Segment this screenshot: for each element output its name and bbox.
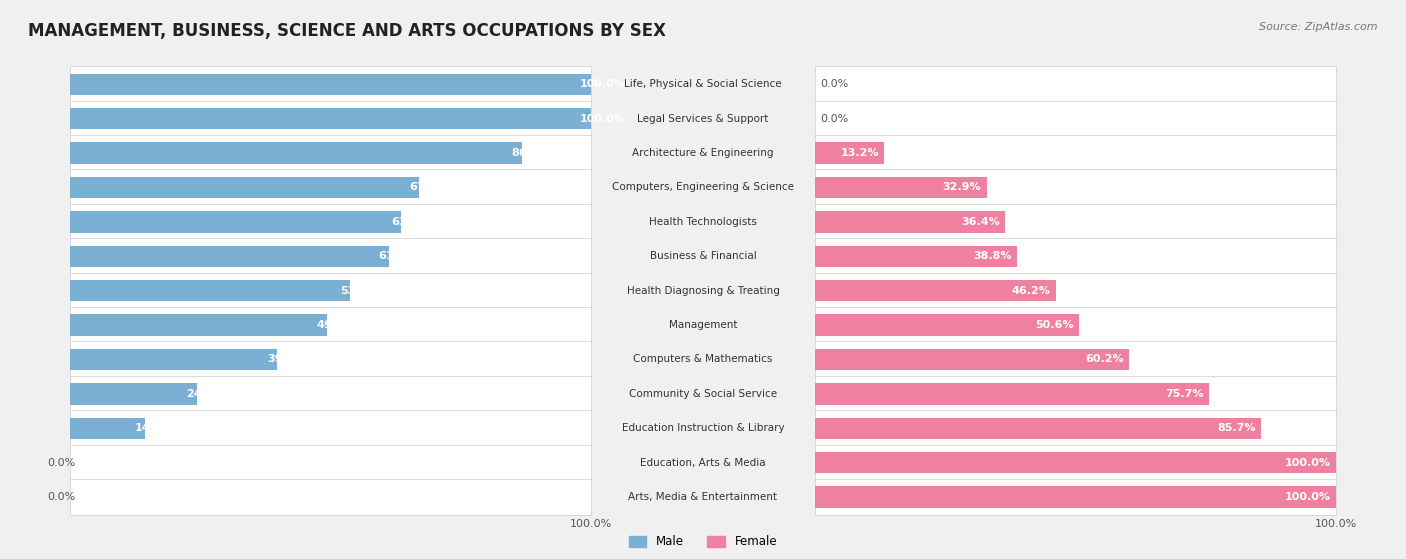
Text: Computers & Mathematics: Computers & Mathematics: [633, 354, 773, 364]
Legend: Male, Female: Male, Female: [624, 530, 782, 553]
Text: 85.7%: 85.7%: [1218, 423, 1256, 433]
Bar: [815, 486, 1336, 508]
Text: 32.9%: 32.9%: [943, 182, 981, 192]
Text: 14.3%: 14.3%: [135, 423, 173, 433]
Text: Architecture & Engineering: Architecture & Engineering: [633, 148, 773, 158]
Text: 0.0%: 0.0%: [821, 113, 849, 124]
Bar: [70, 444, 591, 481]
Bar: [70, 135, 591, 171]
Bar: [815, 280, 1056, 301]
Bar: [815, 135, 1336, 171]
Bar: [70, 410, 591, 447]
Text: 67.1%: 67.1%: [409, 182, 447, 192]
Bar: [815, 410, 1336, 447]
Text: 24.3%: 24.3%: [187, 389, 225, 399]
Bar: [70, 314, 328, 336]
Text: 100.0%: 100.0%: [581, 79, 626, 89]
Text: Education Instruction & Library: Education Instruction & Library: [621, 423, 785, 433]
Text: Health Diagnosing & Treating: Health Diagnosing & Treating: [627, 286, 779, 296]
Text: 36.4%: 36.4%: [960, 217, 1000, 227]
Bar: [815, 452, 1336, 473]
Text: Education, Arts & Media: Education, Arts & Media: [640, 458, 766, 468]
Bar: [70, 307, 591, 343]
Bar: [815, 444, 1336, 481]
Bar: [70, 245, 388, 267]
Text: 49.4%: 49.4%: [316, 320, 356, 330]
Bar: [70, 479, 591, 515]
Bar: [70, 238, 591, 274]
Text: 39.8%: 39.8%: [267, 354, 305, 364]
Bar: [815, 238, 1336, 274]
Bar: [70, 177, 419, 198]
Text: 13.2%: 13.2%: [841, 148, 879, 158]
Bar: [815, 383, 1209, 405]
Bar: [70, 211, 401, 233]
Text: 75.7%: 75.7%: [1166, 389, 1204, 399]
Bar: [70, 418, 145, 439]
Bar: [815, 418, 1261, 439]
Bar: [70, 383, 197, 405]
Text: MANAGEMENT, BUSINESS, SCIENCE AND ARTS OCCUPATIONS BY SEX: MANAGEMENT, BUSINESS, SCIENCE AND ARTS O…: [28, 22, 666, 40]
Text: 100.0%: 100.0%: [581, 113, 626, 124]
Bar: [70, 74, 591, 95]
Text: Computers, Engineering & Science: Computers, Engineering & Science: [612, 182, 794, 192]
Bar: [70, 280, 350, 301]
Text: 0.0%: 0.0%: [48, 458, 76, 468]
Bar: [70, 203, 591, 240]
Bar: [815, 307, 1336, 343]
Bar: [70, 143, 522, 164]
Text: 61.2%: 61.2%: [378, 252, 418, 261]
Bar: [815, 177, 987, 198]
Bar: [70, 342, 591, 378]
Bar: [815, 143, 884, 164]
Text: 60.2%: 60.2%: [1085, 354, 1123, 364]
Bar: [815, 245, 1018, 267]
Bar: [70, 273, 591, 309]
Bar: [815, 376, 1336, 412]
Bar: [815, 211, 1005, 233]
Text: Health Technologists: Health Technologists: [650, 217, 756, 227]
Bar: [70, 169, 591, 206]
Text: 100.0%: 100.0%: [1285, 458, 1330, 468]
Bar: [70, 66, 591, 102]
Bar: [70, 349, 277, 370]
Bar: [815, 101, 1336, 137]
Text: 53.8%: 53.8%: [340, 286, 378, 296]
Bar: [815, 169, 1336, 206]
Text: 86.8%: 86.8%: [512, 148, 550, 158]
Text: Community & Social Service: Community & Social Service: [628, 389, 778, 399]
Text: 0.0%: 0.0%: [821, 79, 849, 89]
Bar: [70, 376, 591, 412]
Text: Management: Management: [669, 320, 737, 330]
Text: 63.6%: 63.6%: [391, 217, 429, 227]
Text: 100.0%: 100.0%: [1285, 492, 1330, 502]
Text: 46.2%: 46.2%: [1012, 286, 1050, 296]
Bar: [815, 203, 1336, 240]
Text: Life, Physical & Social Science: Life, Physical & Social Science: [624, 79, 782, 89]
Text: Business & Financial: Business & Financial: [650, 252, 756, 261]
Text: Legal Services & Support: Legal Services & Support: [637, 113, 769, 124]
Text: 38.8%: 38.8%: [973, 252, 1012, 261]
Bar: [815, 349, 1129, 370]
Bar: [70, 108, 591, 129]
Bar: [815, 66, 1336, 102]
Text: 50.6%: 50.6%: [1035, 320, 1074, 330]
Text: Source: ZipAtlas.com: Source: ZipAtlas.com: [1260, 22, 1378, 32]
Bar: [815, 479, 1336, 515]
Bar: [815, 273, 1336, 309]
Bar: [815, 314, 1078, 336]
Bar: [815, 342, 1336, 378]
Text: 0.0%: 0.0%: [48, 492, 76, 502]
Text: Arts, Media & Entertainment: Arts, Media & Entertainment: [628, 492, 778, 502]
Bar: [70, 101, 591, 137]
